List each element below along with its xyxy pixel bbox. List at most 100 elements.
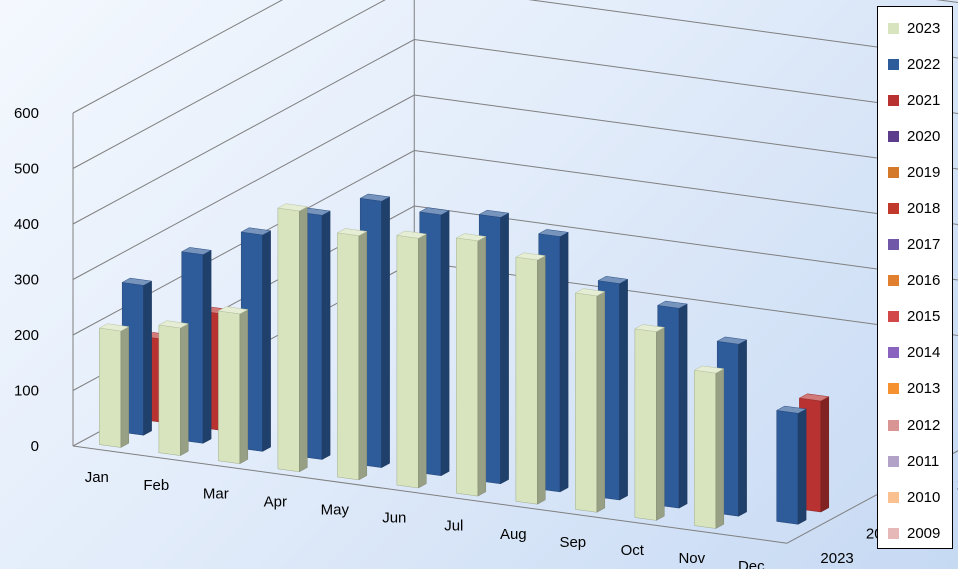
y-tick-label: 200: [14, 327, 39, 344]
legend-swatch: [888, 383, 899, 395]
bar-top: [277, 203, 309, 212]
y-tick-label: 600: [14, 105, 39, 122]
bar-side: [537, 255, 546, 505]
bar-side: [820, 396, 830, 513]
bar-top: [336, 228, 368, 236]
bar: [158, 320, 190, 457]
bar-side: [596, 291, 606, 513]
gridline: [72, 0, 958, 169]
legend-swatch: [888, 527, 899, 539]
legend-swatch: [888, 94, 899, 106]
bar-side: [678, 303, 688, 509]
legend: 2023 2022 2021 2020 2019 2018 2017 2016 2015 2014…: [877, 6, 953, 549]
y-tick-label: 400: [14, 216, 39, 233]
bar-front: [277, 207, 300, 473]
x-tick-label: Mar: [203, 485, 229, 502]
bar-front: [456, 237, 479, 497]
x-tick-label: Jan: [85, 469, 109, 486]
x-tick-label: Aug: [500, 526, 527, 543]
gridline: [72, 38, 958, 225]
bar-front: [776, 410, 799, 525]
legend-label: 2021: [907, 91, 941, 109]
legend-item: 2015: [878, 299, 952, 335]
legend-swatch: [888, 455, 899, 467]
legend-item: 2014: [878, 335, 952, 371]
legend-swatch: [888, 58, 899, 70]
bar: [217, 306, 249, 465]
gridline: [72, 0, 958, 114]
legend-swatch: [888, 419, 899, 431]
bar-side: [120, 326, 130, 448]
bar-side: [418, 233, 427, 489]
bar-side: [477, 236, 487, 497]
legend-swatch: [888, 491, 899, 503]
bar: [634, 324, 666, 521]
bar-side: [440, 210, 450, 477]
wall-edges: [72, 0, 415, 446]
bar-side: [715, 368, 725, 529]
bar-side: [202, 249, 212, 444]
bar-top: [574, 288, 606, 297]
bars: [98, 193, 830, 529]
bar-side: [321, 210, 331, 460]
legend-swatch: [888, 239, 899, 251]
legend-label: 2015: [907, 308, 941, 326]
legend-swatch: [888, 22, 899, 34]
legend-item: 2019: [878, 154, 952, 190]
legend-swatch: [888, 347, 899, 359]
legend-label: 2016: [907, 272, 941, 290]
x-tick-label: Apr: [264, 493, 287, 510]
bar-top: [656, 300, 688, 309]
bar-side: [262, 230, 271, 452]
bar: [336, 228, 368, 481]
bar-front: [694, 369, 717, 529]
bar-side: [143, 280, 152, 436]
bar: [277, 203, 309, 473]
bar-top: [775, 405, 807, 414]
bar-top: [396, 230, 428, 239]
bar-top: [158, 320, 190, 329]
bar-front: [337, 232, 360, 481]
bar-side: [381, 196, 390, 469]
y-tick-label: 0: [31, 438, 39, 455]
bar-top: [359, 193, 391, 202]
bar-front: [575, 292, 598, 513]
x-tick-label: Jun: [382, 510, 406, 527]
bar-front: [515, 256, 538, 505]
legend-item: 2012: [878, 407, 952, 443]
bar-top: [217, 306, 249, 315]
depth-tick-label: 2023: [820, 550, 853, 567]
bar: [574, 288, 606, 513]
bar-top: [716, 336, 748, 345]
legend-label: 2022: [907, 55, 941, 73]
legend-item: 2017: [878, 227, 952, 263]
bar-side: [797, 408, 807, 525]
x-tick-label: Sep: [559, 534, 586, 551]
legend-item: 2013: [878, 371, 952, 407]
bar-top: [240, 227, 272, 236]
bar-top: [515, 252, 547, 261]
legend-item: 2020: [878, 118, 952, 154]
bar-top: [455, 233, 487, 242]
legend-swatch: [888, 166, 899, 178]
y-tick-label: 300: [14, 272, 39, 289]
bar: [455, 233, 487, 497]
bar-top: [634, 324, 666, 332]
bar-front: [158, 324, 181, 456]
bar-side: [180, 323, 189, 457]
bar-top: [798, 393, 830, 402]
legend-label: 2010: [907, 488, 941, 506]
legend-label: 2018: [907, 200, 941, 218]
y-tick-label: 100: [14, 383, 39, 400]
x-tick-label: Jul: [444, 518, 463, 535]
legend-label: 2011: [907, 452, 940, 470]
bar-front: [99, 327, 122, 448]
legend-swatch: [888, 130, 899, 142]
legend-item: 2021: [878, 82, 952, 118]
legend-label: 2012: [907, 416, 941, 434]
bar-side: [738, 339, 747, 517]
bar-side: [239, 309, 249, 465]
legend-label: 2009: [907, 524, 941, 542]
legend-swatch: [888, 275, 899, 287]
x-axis-line: [72, 445, 788, 544]
